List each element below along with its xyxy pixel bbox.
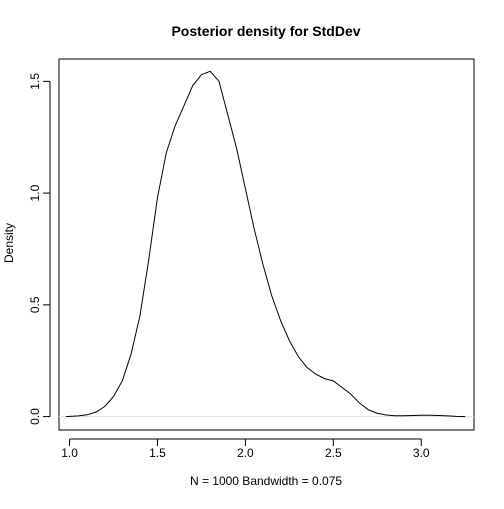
plot-frame — [58, 58, 475, 431]
y-tick-label-1: 0.5 — [28, 296, 42, 313]
x-tick-label-3: 2.5 — [325, 446, 342, 460]
density-line-0 — [66, 70, 466, 418]
x-axis: 1.0 1.5 2.0 2.5 3.0 — [61, 438, 430, 460]
x-tick-label-4: 3.0 — [413, 446, 430, 460]
x-tick-label-1: 1.5 — [149, 446, 166, 460]
y-tick-label-0: 0.0 — [28, 408, 42, 425]
x-tick-label-2: 2.0 — [237, 446, 254, 460]
y-tick-label-2: 1.0 — [28, 184, 42, 201]
y-axis-label: Density — [2, 223, 16, 263]
x-tick-label-0: 1.0 — [61, 446, 78, 460]
chart-title: Posterior density for StdDev — [171, 23, 360, 39]
y-tick-label-3: 1.5 — [28, 73, 42, 90]
x-axis-label: N = 1000 Bandwidth = 0.075 — [190, 474, 342, 488]
plot-area — [58, 58, 475, 431]
y-axis: 0.0 0.5 1.0 1.5 — [28, 73, 51, 425]
